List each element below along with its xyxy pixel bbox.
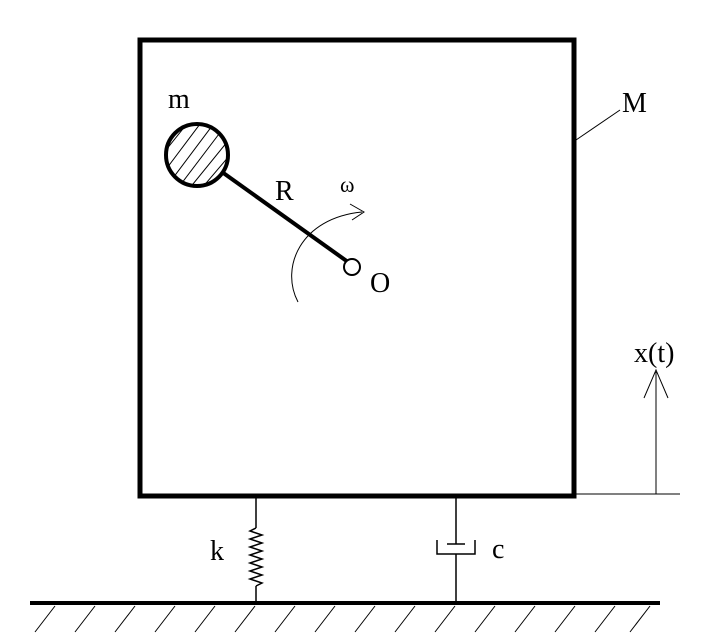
eccentric-mass-m [164,122,230,188]
block-M [137,37,577,499]
label-O: O [370,268,390,299]
label-k: k [210,536,224,567]
label-M-leader [575,109,621,141]
label-m: m [168,84,190,115]
label-M: M [622,88,647,119]
rotation-arrow [291,211,363,303]
pivot-O [343,258,361,276]
ground-hatching [34,605,651,633]
label-omega: ω [340,172,354,197]
arm-R [220,170,350,264]
label-R: R [275,176,294,207]
label-x-t: x(t) [634,338,674,369]
label-c: c [492,534,504,565]
damper-c [436,498,476,603]
displacement-arrowhead-icon [643,368,669,399]
rotation-arrowhead-icon [349,203,365,221]
spring-k [247,498,265,603]
